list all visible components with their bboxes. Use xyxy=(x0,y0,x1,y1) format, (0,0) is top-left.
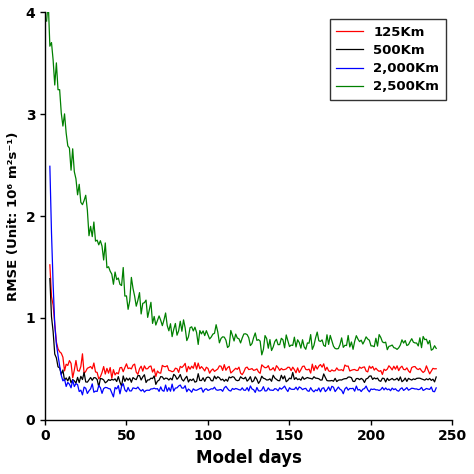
500Km xyxy=(106,377,111,383)
2,500Km xyxy=(409,336,415,342)
Y-axis label: RMSE (Unit: 10⁶ m²s⁻¹): RMSE (Unit: 10⁶ m²s⁻¹) xyxy=(7,131,20,301)
2,500Km xyxy=(46,0,51,4)
2,000Km xyxy=(70,377,75,383)
Line: 125Km: 125Km xyxy=(50,265,436,379)
2,500Km xyxy=(62,111,67,117)
2,000Km xyxy=(106,386,111,392)
2,500Km xyxy=(305,340,310,346)
500Km xyxy=(70,377,75,383)
125Km xyxy=(106,370,111,376)
2,500Km xyxy=(44,18,49,24)
2,500Km xyxy=(259,352,264,358)
2,500Km xyxy=(107,268,113,274)
125Km xyxy=(406,368,411,374)
2,000Km xyxy=(176,383,182,389)
2,000Km xyxy=(60,378,66,383)
500Km xyxy=(176,374,182,380)
2,500Km xyxy=(433,346,439,351)
2,500Km xyxy=(72,169,77,174)
Line: 500Km: 500Km xyxy=(50,279,436,387)
Legend: 125Km, 500Km, 2,000Km, 2,500Km: 125Km, 500Km, 2,000Km, 2,500Km xyxy=(330,19,446,100)
125Km xyxy=(70,375,75,381)
Line: 2,000Km: 2,000Km xyxy=(50,166,436,397)
125Km xyxy=(433,366,439,372)
500Km xyxy=(60,367,66,373)
X-axis label: Model days: Model days xyxy=(196,449,301,467)
500Km xyxy=(406,375,411,381)
125Km xyxy=(176,370,182,375)
500Km xyxy=(301,376,307,382)
2,500Km xyxy=(177,319,183,324)
500Km xyxy=(433,374,439,380)
125Km xyxy=(301,363,307,369)
Line: 2,500Km: 2,500Km xyxy=(46,1,436,355)
2,000Km xyxy=(433,385,439,391)
2,000Km xyxy=(406,387,411,393)
2,000Km xyxy=(301,386,307,392)
125Km xyxy=(60,355,66,360)
